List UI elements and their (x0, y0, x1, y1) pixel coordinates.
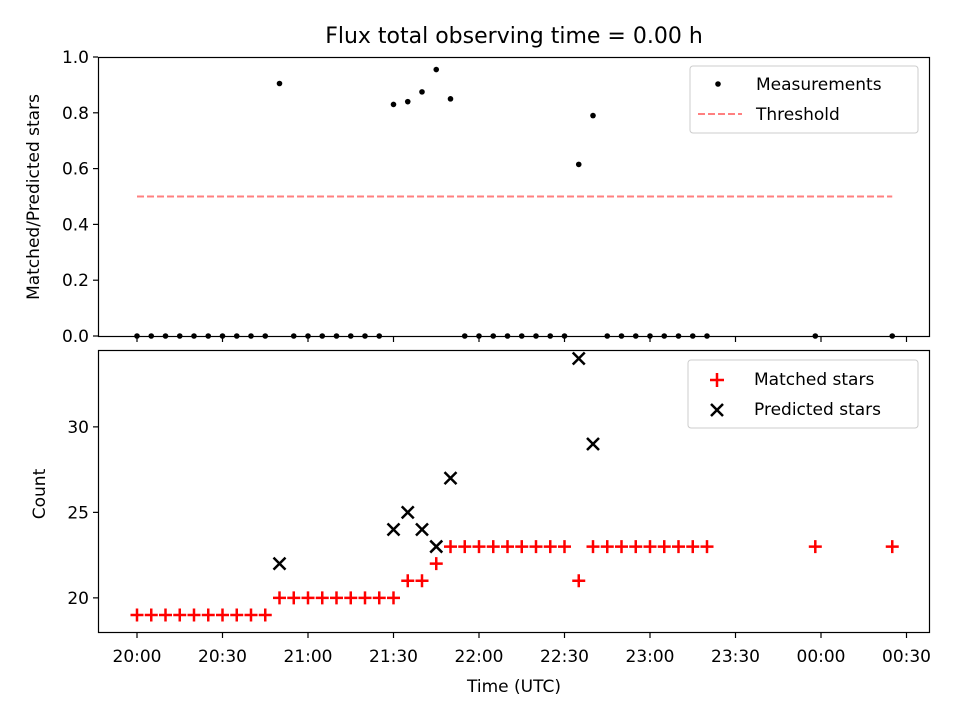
matched-star-marker (244, 608, 258, 622)
matched-star-marker (159, 608, 172, 622)
matched-star-marker (415, 574, 429, 588)
bottom-x-tick-label: 21:30 (369, 647, 418, 667)
predicted-star-marker (415, 522, 429, 537)
predicted-star-marker (272, 556, 287, 571)
matched-star-marker (287, 591, 301, 605)
top-panel: 0.0 0.2 0.4 0.6 0.8 1.0 Matched/Predicted sta… (24, 48, 931, 347)
matched-star-marker (230, 608, 244, 622)
matched-star-marker (486, 540, 500, 554)
top-y-tick-label: 0.8 (62, 104, 89, 124)
measurement-point (575, 161, 582, 168)
matched-star-marker (672, 540, 685, 554)
bottom-x-tick-label: 00:30 (882, 647, 931, 667)
matched-star-marker (144, 608, 158, 622)
matched-star-marker (258, 608, 272, 622)
bottom-y-tick-label: 30 (67, 418, 89, 438)
matched-star-marker (586, 540, 600, 554)
matched-star-marker (808, 540, 822, 554)
legend-matched-marker (710, 373, 724, 387)
matched-star-marker (401, 574, 415, 588)
matched-star-marker (472, 540, 486, 554)
top-y-tick-label: 0.4 (62, 215, 89, 235)
bottom-panel: 20 25 30 20:00 20:30 21:00 21:30 22:00 22:30 23:0… (30, 349, 931, 697)
matched-star-marker (444, 540, 457, 554)
matched-star-marker (315, 591, 329, 605)
matched-star-marker (301, 591, 315, 605)
matched-star-marker (700, 540, 714, 554)
legend-predicted-label: Predicted stars (754, 400, 881, 420)
matched-star-marker (273, 591, 286, 605)
matched-star-marker (330, 591, 343, 605)
bottom-x-tick-label: 21:00 (284, 647, 333, 667)
bottom-x-axis-label: Time (UTC) (466, 677, 561, 697)
bottom-legend: Matched stars Predicted stars (687, 359, 919, 429)
matched-star-marker (501, 540, 514, 554)
bottom-x-tick-label: 22:30 (540, 647, 589, 667)
figure-title: Flux total observing time = 0.00 h (325, 24, 703, 49)
matched-star-marker (558, 540, 571, 554)
matched-star-marker (686, 540, 700, 554)
top-y-axis-label: Matched/Predicted stars (24, 94, 44, 300)
bottom-y-tick-label: 20 (67, 589, 89, 609)
matched-star-marker (515, 540, 529, 554)
top-axes-frame (97, 56, 931, 338)
predicted-star-marker (429, 539, 444, 554)
bottom-x-tick-label: 23:30 (711, 647, 760, 667)
matched-star-marker (372, 591, 386, 605)
bottom-x-tick-label: 20:30 (198, 647, 247, 667)
top-legend: Measurements Threshold (689, 65, 919, 134)
matched-star-marker (344, 591, 358, 605)
top-y-tick-label: 0.0 (62, 327, 89, 347)
matched-star-marker (885, 540, 899, 554)
predicted-star-marker (443, 471, 458, 486)
matched-star-marker (358, 591, 372, 605)
matched-star-marker (629, 540, 643, 554)
bottom-x-tick-label: 20:00 (113, 647, 162, 667)
measurement-point (433, 66, 440, 73)
matched-star-marker (615, 540, 628, 554)
predicted-star-marker (571, 351, 586, 366)
top-y-tick-label: 0.6 (62, 160, 89, 180)
measurement-point (590, 112, 596, 119)
top-y-tick-label: 0.2 (62, 271, 89, 291)
predicted-star-marker (386, 522, 401, 537)
measurement-point (419, 89, 425, 95)
top-legend-box (689, 65, 919, 134)
matched-star-marker (529, 540, 543, 554)
bottom-legend-box (687, 359, 919, 429)
legend-measurements-marker (715, 81, 721, 87)
bottom-x-tick-label: 00:00 (797, 647, 846, 667)
matched-star-marker (173, 608, 187, 622)
legend-matched-label: Matched stars (754, 370, 874, 390)
measurement-point (390, 101, 397, 108)
legend-threshold-label: Threshold (755, 105, 840, 125)
matched-star-marker (643, 540, 657, 554)
matched-star-marker (543, 540, 557, 554)
matched-star-marker (600, 540, 614, 554)
matched-star-marker (429, 557, 443, 571)
measurement-point (447, 96, 454, 102)
legend-measurements-label: Measurements (756, 75, 882, 95)
measurement-point (276, 80, 283, 87)
matched-star-marker (187, 608, 201, 622)
matched-star-marker (572, 574, 586, 588)
bottom-y-axis-label: Count (30, 468, 50, 519)
measurement-point (404, 98, 411, 105)
top-y-tick-label: 1.0 (62, 48, 89, 68)
matched-star-marker (216, 608, 229, 622)
bottom-x-tick-label: 22:00 (455, 647, 504, 667)
predicted-star-marker (400, 505, 415, 520)
matched-star-marker (387, 591, 400, 605)
bottom-axes-frame (97, 349, 931, 634)
legend-predicted-marker (710, 403, 724, 417)
matched-star-marker (130, 608, 144, 622)
matched-star-marker (458, 540, 472, 554)
bottom-y-tick-label: 25 (67, 503, 89, 523)
matched-star-marker (657, 540, 671, 554)
bottom-x-tick-label: 23:00 (626, 647, 675, 667)
predicted-star-marker (586, 437, 600, 451)
matched-star-marker (201, 608, 215, 622)
